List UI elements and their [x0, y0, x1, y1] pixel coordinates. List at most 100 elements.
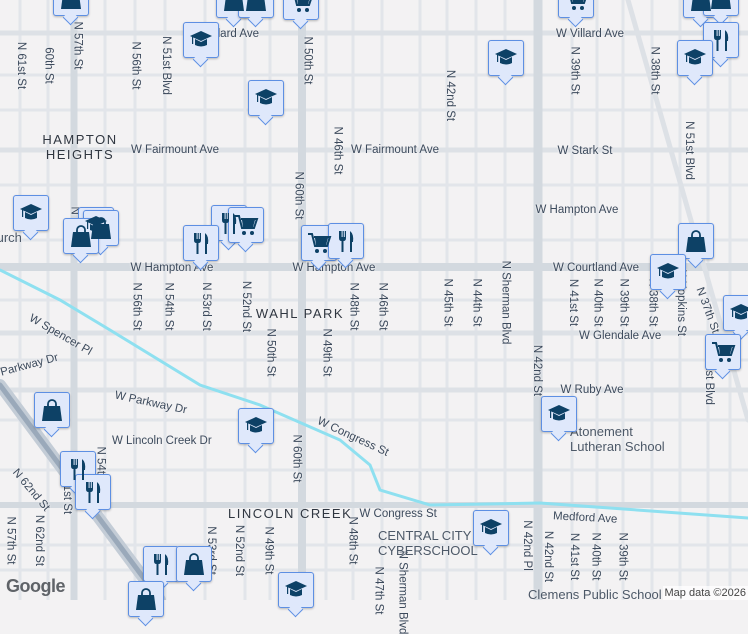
cart-marker[interactable]: [558, 0, 594, 18]
street-label: N 49th St: [319, 328, 332, 376]
street-label: N 47th St: [371, 566, 384, 614]
street-label: N 46th St: [330, 126, 343, 174]
shopping-marker[interactable]: [238, 0, 274, 18]
restaurant-marker[interactable]: [703, 22, 739, 58]
street-label: N 50th St: [263, 328, 276, 376]
street-label: N 56th St: [129, 282, 142, 330]
shopping-icon: [39, 397, 65, 423]
school-marker[interactable]: [677, 40, 713, 76]
restaurant-icon: [188, 230, 214, 256]
area-label: HAMPTON HEIGHTS: [25, 132, 135, 162]
restaurant-icon: [708, 27, 734, 53]
cart-icon: [563, 0, 589, 13]
street-label: W Courtland Ave: [553, 262, 639, 275]
street-label: N Sherman Blvd: [395, 550, 408, 634]
street-label: W Ruby Ave: [561, 384, 624, 397]
cart-marker[interactable]: [705, 334, 741, 370]
shopping-marker[interactable]: [128, 581, 164, 617]
street-label: N 50th St: [300, 36, 313, 84]
street-label: N 38th St: [647, 46, 660, 94]
school-icon: [682, 45, 708, 71]
street-label: N 39th St: [567, 46, 580, 94]
shopping-icon: [181, 551, 207, 577]
restaurant-icon: [80, 479, 106, 505]
shopping-icon: [683, 228, 709, 254]
street-label: N 42nd St: [541, 530, 554, 581]
cart-icon: [288, 0, 314, 15]
creek: [0, 270, 748, 518]
school-icon: [546, 401, 572, 427]
street-label: N 52nd St: [232, 524, 245, 575]
street-label: N Sherman Blvd: [498, 260, 511, 344]
school-icon: [18, 200, 44, 226]
school-marker[interactable]: [183, 22, 219, 58]
area-label: LINCOLN CREEK: [228, 506, 338, 521]
street-label: N 60th St: [289, 434, 302, 482]
cart-icon: [710, 339, 736, 365]
street-label: N 45th St: [440, 278, 453, 326]
restaurant-marker[interactable]: [75, 474, 111, 510]
shopping-marker[interactable]: [703, 0, 739, 16]
cart-marker[interactable]: [228, 207, 264, 243]
street-label: W Hampton Ave: [536, 204, 619, 217]
cart-marker[interactable]: [283, 0, 319, 20]
shopping-icon: [708, 0, 734, 11]
school-marker[interactable]: [248, 80, 284, 116]
street-label: N 48th St: [345, 516, 358, 564]
cart-marker[interactable]: [301, 225, 337, 261]
street-label: N 57th St: [3, 516, 16, 564]
school-marker[interactable]: [541, 396, 577, 432]
school-marker[interactable]: [488, 40, 524, 76]
restaurant-marker[interactable]: [143, 546, 179, 582]
street-label: N 57th St: [70, 21, 83, 69]
street-label: 60th St: [42, 47, 55, 83]
school-icon: [728, 300, 748, 326]
street-label: N 41st St: [566, 278, 579, 325]
street-label: W Fairmount Ave: [351, 144, 439, 157]
street-label: W Lincoln Creek Dr: [112, 435, 212, 448]
street-label: N 40th St: [588, 532, 601, 580]
street-label: W Villard Ave: [556, 28, 624, 41]
school-icon: [655, 259, 681, 285]
restaurant-icon: [148, 551, 174, 577]
restaurant-marker[interactable]: [328, 223, 364, 259]
school-marker[interactable]: [13, 195, 49, 231]
shopping-icon: [133, 586, 159, 612]
school-marker[interactable]: [723, 295, 748, 331]
shopping-icon: [243, 0, 269, 13]
school-marker[interactable]: [278, 572, 314, 608]
street-label: N 41st St: [567, 532, 580, 579]
poi-label[interactable]: Atonement Lutheran School: [570, 424, 680, 454]
google-logo: Google: [6, 576, 65, 597]
street-label: N 60th St: [291, 171, 304, 219]
restaurant-marker[interactable]: [183, 225, 219, 261]
school-icon: [253, 85, 279, 111]
street-label: Medford Ave: [553, 510, 618, 526]
street-label: N 39th St: [616, 278, 629, 326]
street-label: W Fairmount Ave: [131, 144, 219, 157]
school-marker[interactable]: [473, 510, 509, 546]
school-icon: [478, 515, 504, 541]
shopping-marker[interactable]: [176, 546, 212, 582]
school-marker[interactable]: [238, 408, 274, 444]
shopping-marker[interactable]: [678, 223, 714, 259]
street-label: N 53rd St: [198, 282, 211, 331]
shopping-marker[interactable]: [63, 218, 99, 254]
street-label: N 56th St: [128, 41, 141, 89]
shopping-icon: [58, 0, 84, 11]
street-label: N 49th St: [261, 526, 274, 574]
street-label: N 54th St: [161, 282, 174, 330]
shopping-icon: [68, 223, 94, 249]
street-label: N 61st St: [14, 41, 27, 88]
school-icon: [243, 413, 269, 439]
map-attribution[interactable]: Map data ©2026: [663, 586, 748, 600]
area-label: WAHL PARK: [245, 306, 355, 321]
street-label: N 42nd Pl: [519, 520, 532, 571]
street-label: N 40th St: [590, 278, 603, 326]
street-label: N 42nd St: [530, 344, 543, 395]
school-marker[interactable]: [650, 254, 686, 290]
street-label: N 51st Blvd: [158, 36, 171, 95]
shopping-marker[interactable]: [34, 392, 70, 428]
shopping-marker[interactable]: [53, 0, 89, 16]
school-icon: [283, 577, 309, 603]
